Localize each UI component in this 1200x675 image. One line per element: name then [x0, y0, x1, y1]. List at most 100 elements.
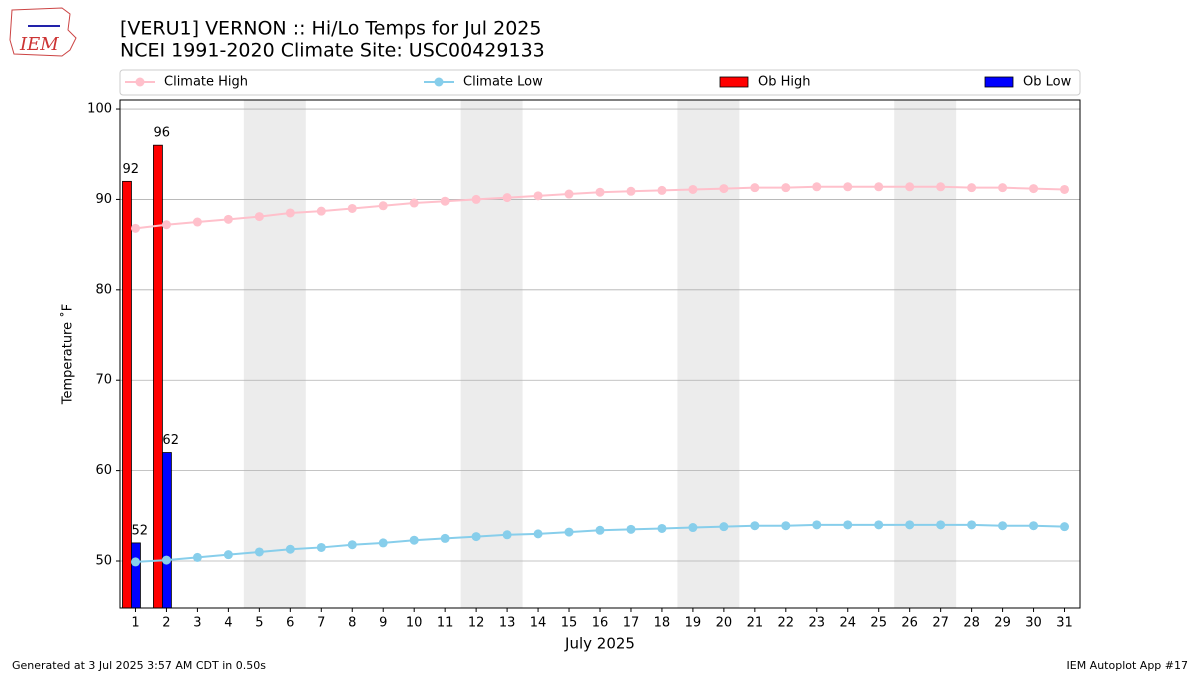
marker [812, 520, 822, 530]
x-tick-label: 7 [317, 616, 325, 631]
x-tick-label: 22 [778, 616, 795, 631]
marker [781, 183, 791, 193]
legend-label: Ob High [758, 75, 811, 90]
y-tick-label: 50 [95, 553, 112, 568]
marker [812, 182, 822, 192]
marker [316, 206, 326, 216]
weekend-shade [894, 100, 957, 608]
marker [440, 533, 450, 543]
logo-outline [9, 7, 77, 57]
x-tick-label: 26 [901, 616, 918, 631]
marker [936, 182, 946, 192]
marker [254, 212, 264, 222]
x-tick-label: 24 [839, 616, 856, 631]
x-tick-label: 11 [437, 616, 454, 631]
legend-box [119, 69, 1081, 96]
x-axis-label: July 2025 [564, 635, 635, 653]
marker [378, 201, 388, 211]
marker [564, 189, 574, 199]
marker [130, 557, 140, 567]
legend-marker [434, 77, 444, 87]
x-tick-label: 8 [348, 616, 356, 631]
y-tick-label: 80 [95, 282, 112, 297]
x-tick-label: 16 [592, 616, 609, 631]
data-label: 96 [153, 126, 170, 141]
marker [254, 547, 264, 557]
marker [688, 184, 698, 194]
marker [874, 520, 884, 530]
footer-right: IEM Autoplot App #17 [1067, 659, 1189, 672]
marker [998, 521, 1008, 531]
marker [1060, 522, 1070, 532]
marker [874, 182, 884, 192]
marker [192, 552, 202, 562]
legend-label: Ob Low [1023, 75, 1072, 90]
weekend-shade [677, 100, 740, 608]
marker [688, 523, 698, 533]
marker [1060, 184, 1070, 194]
marker [595, 525, 605, 535]
marker [130, 223, 140, 233]
marker [719, 522, 729, 532]
x-tick-label: 6 [286, 616, 294, 631]
marker [440, 196, 450, 206]
marker [161, 220, 171, 230]
legend-swatch [719, 76, 749, 88]
marker [502, 193, 512, 203]
marker [905, 520, 915, 530]
data-label: 52 [131, 523, 148, 538]
marker [502, 530, 512, 540]
data-label: 62 [162, 433, 179, 448]
marker [843, 520, 853, 530]
marker [719, 184, 729, 194]
marker [285, 544, 295, 554]
marker [409, 198, 419, 208]
logo-text: IEM [19, 34, 59, 55]
marker [316, 542, 326, 552]
x-tick-label: 25 [870, 616, 887, 631]
x-tick-label: 20 [716, 616, 733, 631]
marker [781, 521, 791, 531]
x-tick-label: 27 [932, 616, 949, 631]
x-tick-label: 1 [131, 616, 139, 631]
legend-label: Climate High [164, 75, 248, 90]
marker [595, 187, 605, 197]
legend-swatch [984, 76, 1014, 88]
marker [905, 182, 915, 192]
marker [750, 521, 760, 531]
x-tick-label: 17 [623, 616, 640, 631]
legend-label: Climate Low [463, 75, 543, 90]
bar [162, 452, 172, 609]
marker [409, 535, 419, 545]
marker [192, 217, 202, 227]
marker [967, 183, 977, 193]
marker [161, 555, 171, 565]
bar [153, 144, 163, 609]
x-tick-label: 29 [994, 616, 1011, 631]
marker [657, 523, 667, 533]
x-tick-label: 18 [654, 616, 671, 631]
weekend-shade [460, 100, 523, 608]
marker [347, 540, 357, 550]
x-tick-label: 5 [255, 616, 263, 631]
plot-frame [119, 99, 1081, 609]
y-tick-label: 60 [95, 463, 112, 478]
y-tick-label: 90 [95, 192, 112, 207]
marker [533, 529, 543, 539]
x-tick-label: 2 [162, 616, 170, 631]
logo: IEM [9, 7, 77, 57]
chart-subtitle: NCEI 1991-2020 Climate Site: USC00429133 [120, 40, 545, 62]
x-tick-label: 14 [530, 616, 547, 631]
marker [564, 527, 574, 537]
y-tick-label: 100 [87, 102, 112, 117]
marker [998, 183, 1008, 193]
marker [223, 214, 233, 224]
x-tick-label: 23 [809, 616, 826, 631]
marker [936, 520, 946, 530]
x-tick-label: 28 [963, 616, 980, 631]
marker [223, 550, 233, 560]
marker [967, 520, 977, 530]
x-tick-label: 10 [406, 616, 423, 631]
x-tick-label: 21 [747, 616, 764, 631]
